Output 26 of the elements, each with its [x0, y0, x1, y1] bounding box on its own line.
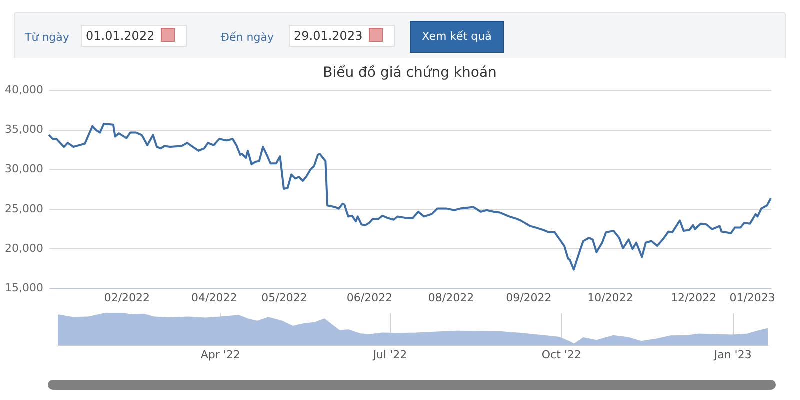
x-tick-label: 12/2022 — [670, 292, 717, 304]
x-tick-label: 06/2022 — [346, 292, 393, 304]
line-series — [48, 123, 772, 271]
text: Đến ngày — [221, 31, 274, 44]
x-tick-label: 02/2022 — [104, 292, 150, 304]
y-tick-label: 20,000 — [5, 242, 44, 255]
x-tick-label: 08/2022 — [428, 292, 474, 304]
chart-title: Biểu đồ giá chứng khoán — [323, 64, 497, 81]
text: Xem kết quả — [410, 21, 504, 53]
x-tick-label: 05/2022 — [262, 292, 308, 304]
y-tick-label: 25,000 — [5, 202, 44, 216]
x-tick-label: 10/2022 — [588, 292, 634, 304]
y-tick-label: 30,000 — [5, 162, 44, 176]
x-tick-label: 04/2022 — [192, 292, 238, 304]
x-tick-label: Jul '22 — [372, 348, 408, 362]
x-tick-label: Oct '22 — [542, 348, 582, 362]
text: 01.01.2022 — [81, 25, 187, 47]
x-tick-label: 09/2022 — [506, 292, 552, 304]
y-tick-label: 15,000 — [5, 282, 44, 294]
x-tick-label: 01/2023 — [730, 292, 776, 304]
y-tick-label: 40,000 — [5, 84, 44, 96]
text: 29.01.2023 — [289, 25, 395, 47]
x-tick-label: Jan '23 — [713, 348, 752, 362]
text: Từ ngày — [25, 31, 70, 44]
y-tick-label: 35,000 — [5, 123, 44, 136]
x-tick-label: Apr '22 — [200, 348, 240, 362]
